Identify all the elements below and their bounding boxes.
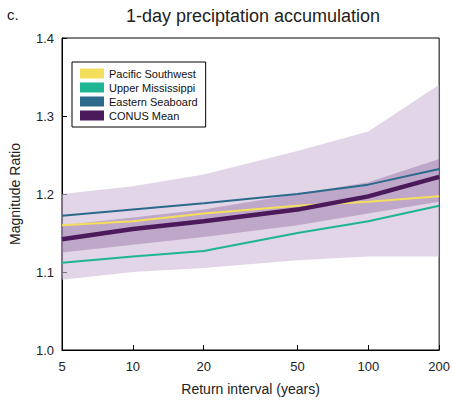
svg-text:1-day preciptation accumulatio: 1-day preciptation accumulation — [126, 6, 380, 26]
svg-text:10: 10 — [126, 359, 140, 374]
svg-text:50: 50 — [290, 359, 304, 374]
svg-text:CONUS Mean: CONUS Mean — [109, 110, 179, 122]
svg-text:5: 5 — [58, 359, 65, 374]
svg-text:Return interval (years): Return interval (years) — [181, 381, 320, 397]
svg-text:Magnitude Ratio: Magnitude Ratio — [7, 143, 23, 245]
svg-text:200: 200 — [428, 359, 450, 374]
svg-text:Eastern Seaboard: Eastern Seaboard — [109, 96, 198, 108]
svg-text:1.3: 1.3 — [36, 109, 54, 124]
svg-text:1.0: 1.0 — [36, 343, 54, 358]
svg-text:1.4: 1.4 — [36, 31, 54, 46]
svg-text:100: 100 — [357, 359, 379, 374]
svg-text:Pacific Southwest: Pacific Southwest — [109, 68, 196, 80]
svg-text:c.: c. — [7, 6, 19, 23]
svg-text:1.1: 1.1 — [36, 265, 54, 280]
svg-text:Upper Mississippi: Upper Mississippi — [109, 82, 195, 94]
svg-text:1.2: 1.2 — [36, 187, 54, 202]
svg-text:20: 20 — [197, 359, 211, 374]
